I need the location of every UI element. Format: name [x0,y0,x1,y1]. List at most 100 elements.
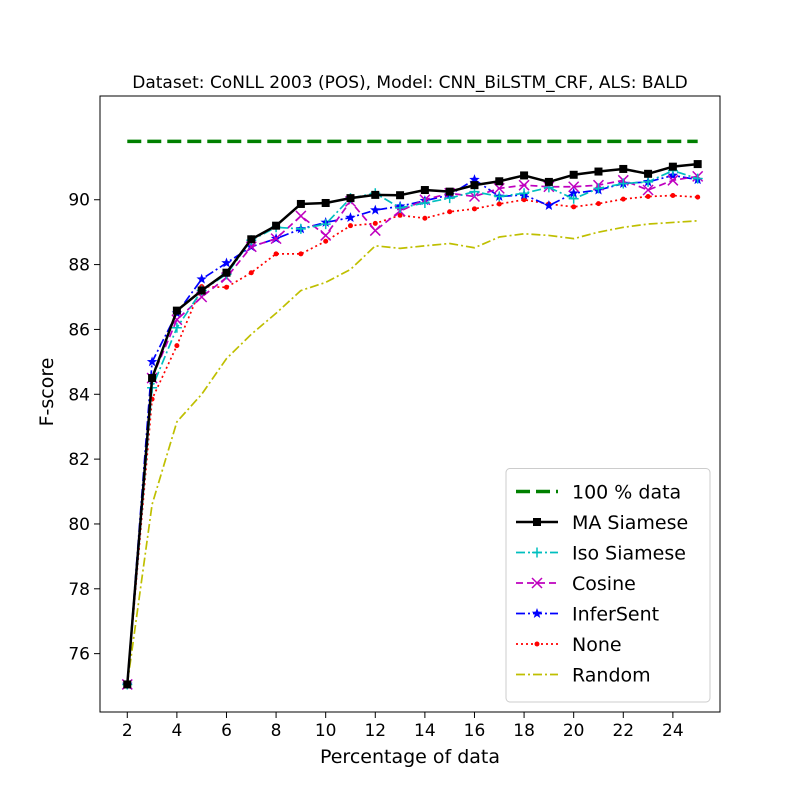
data-point-ma-siamese [172,306,181,315]
legend-label-100-data: 100 % data [572,482,681,504]
data-point-iso-siamese [494,191,505,202]
x-tick-label: 20 [563,721,585,741]
data-point-ma-siamese [445,187,454,196]
data-point-ma-siamese [495,177,504,186]
data-point-ma-siamese [197,286,206,295]
data-point-cosine [295,210,307,222]
data-point-none [273,251,279,257]
x-tick-label: 16 [464,721,486,741]
data-point-none [670,193,676,199]
legend-marker-infersent [531,608,543,618]
data-point-iso-siamese [568,193,579,204]
data-point-ma-siamese [321,198,330,207]
y-tick-label: 76 [68,645,90,665]
data-point-cosine [642,184,654,196]
data-point-none [174,343,180,349]
y-tick-label: 90 [68,191,90,211]
data-point-iso-siamese [320,219,331,230]
x-tick-label: 2 [122,721,133,741]
data-point-cosine [518,179,530,191]
legend-label-iso-siamese: Iso Siamese [572,543,686,565]
data-point-infersent [469,174,480,185]
data-point-iso-siamese [295,223,306,234]
x-tick-label: 4 [171,721,182,741]
data-point-none [595,201,601,207]
data-point-ma-siamese [470,181,479,190]
data-point-ma-siamese [420,186,429,195]
legend-marker-none [534,641,540,647]
data-point-none [223,284,229,290]
x-tick-label: 10 [315,721,337,741]
data-point-cosine [369,225,381,237]
data-point-none [571,204,577,210]
series-ma-siamese [123,160,702,689]
data-point-cosine [270,233,282,245]
chart-title: Dataset: CoNLL 2003 (POS), Model: CNN_Bi… [132,73,688,93]
series-line-ma-siamese [126,162,698,685]
series-line-none [126,194,698,685]
legend-label-none: None [572,634,622,656]
series-line-random [126,219,698,685]
y-tick-label: 86 [68,320,90,340]
legend-marker-cosine [531,577,543,589]
data-point-ma-siamese [272,221,281,230]
legend-label-cosine: Cosine [572,573,636,595]
data-point-none [248,270,254,276]
data-point-ma-siamese [693,160,702,169]
data-point-ma-siamese [123,680,132,689]
data-point-none [645,194,651,200]
legend-marker-iso-siamese [532,547,542,558]
x-tick-label: 12 [364,721,386,741]
data-point-ma-siamese [247,235,256,244]
data-point-cosine [667,174,679,186]
x-axis: 2 4 6 8 10 12 14 16 18 20 22 24 [122,712,684,741]
data-point-cosine [320,229,332,241]
data-point-none [521,197,527,203]
data-point-none [323,238,329,244]
data-point-iso-siamese [519,188,530,199]
y-tick-label: 80 [68,515,90,535]
data-point-infersent [345,212,356,223]
data-point-ma-siamese [619,164,628,173]
legend-label-infersent: InferSent [572,604,659,626]
y-axis: 76 78 80 82 84 86 88 90 [68,191,100,665]
data-point-ma-siamese [668,162,677,171]
x-tick-label: 8 [271,721,282,741]
y-tick-label: 82 [68,450,90,470]
legend-marker-ma-siamese [533,518,541,526]
x-tick-label: 24 [662,721,684,741]
y-tick-label: 88 [68,256,90,276]
data-point-ma-siamese [296,199,305,208]
data-point-ma-siamese [148,374,157,383]
data-point-ma-siamese [346,194,355,203]
data-point-iso-siamese [171,322,182,333]
y-tick-label: 84 [68,385,90,405]
data-point-ma-siamese [544,177,553,186]
data-point-ma-siamese [396,191,405,200]
x-tick-label: 18 [513,721,535,741]
plot-area [121,139,704,690]
data-point-iso-siamese [692,173,703,184]
data-point-none [471,206,477,212]
data-point-iso-siamese [395,202,406,213]
data-point-cosine [568,181,580,193]
data-point-ma-siamese [594,167,603,176]
data-point-ma-siamese [222,268,231,277]
data-point-infersent [146,356,158,367]
y-axis-label: F-score [36,358,58,427]
data-point-none [620,196,626,202]
plot-frame [99,95,721,713]
data-point-none [347,223,353,229]
y-tick-label: 78 [68,580,90,600]
x-axis-label: Percentage of data [320,746,500,768]
data-point-infersent [196,273,207,284]
x-tick-label: 14 [414,721,436,741]
data-point-ma-siamese [371,190,380,199]
legend-label-random: Random [572,665,651,687]
data-point-none [397,212,403,218]
data-point-none [298,251,304,257]
data-point-infersent [543,200,555,211]
data-point-iso-siamese [643,176,654,187]
data-point-infersent [568,187,579,198]
data-point-iso-siamese [419,197,430,208]
